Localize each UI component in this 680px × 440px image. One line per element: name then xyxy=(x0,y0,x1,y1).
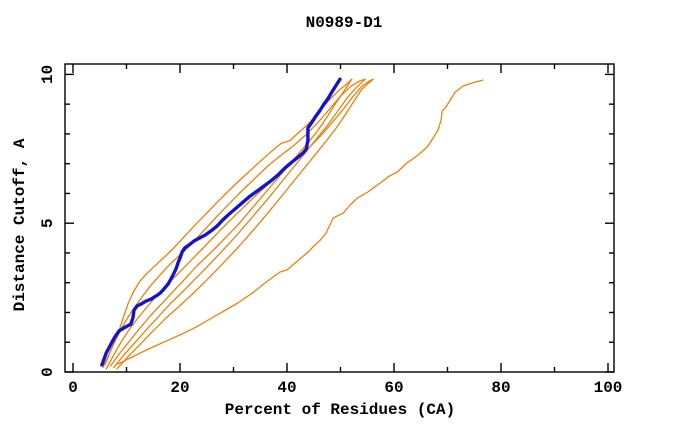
y-tick-label: 0 xyxy=(39,367,57,377)
x-tick-label: 0 xyxy=(68,379,78,397)
series-model-3 xyxy=(105,78,374,370)
series-model-2 xyxy=(102,78,366,369)
x-tick-label: 100 xyxy=(594,379,623,397)
series-model-1 xyxy=(104,78,353,366)
x-tick-label: 20 xyxy=(170,379,189,397)
plot-frame xyxy=(64,63,615,373)
chart-title: N0989-D1 xyxy=(306,14,383,32)
series-model-5 xyxy=(113,78,366,369)
y-tick-label: 5 xyxy=(39,218,57,228)
series-model-7 xyxy=(117,79,484,365)
x-tick-label: 60 xyxy=(384,379,403,397)
series-model-4 xyxy=(109,78,353,367)
x-tick-label: 80 xyxy=(491,379,510,397)
y-axis-label: Distance Cutoff, A xyxy=(11,138,29,311)
plot-area: 0 20 40 60 80 100 0 5 10 xyxy=(39,63,623,397)
series-model-6 xyxy=(116,78,374,370)
series-model-highlighted xyxy=(100,77,342,367)
x-tick-label: 40 xyxy=(277,379,296,397)
y-tick-label: 10 xyxy=(39,65,57,84)
x-axis-label: Percent of Residues (CA) xyxy=(225,401,455,419)
